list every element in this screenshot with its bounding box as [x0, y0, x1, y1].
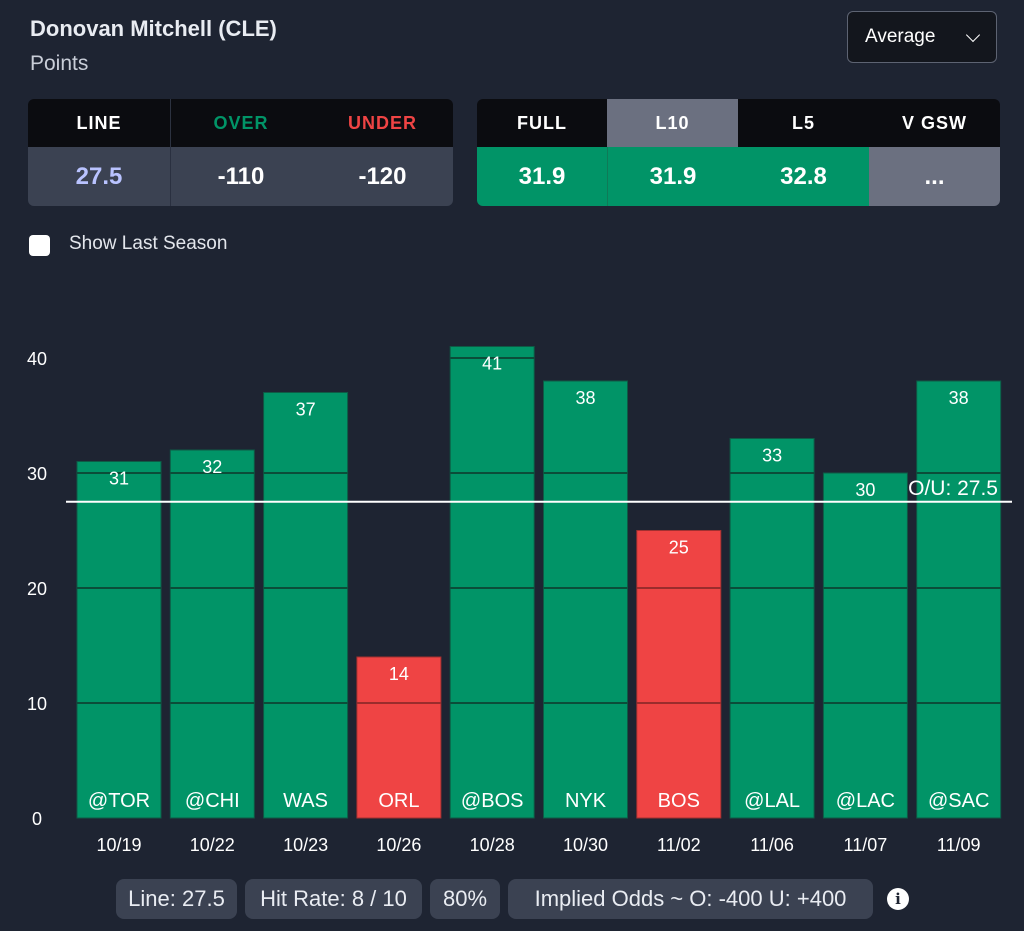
odds-value-row: 27.5 -110 -120	[28, 147, 453, 206]
bar-opponent-label: WAS	[283, 790, 328, 812]
bar	[636, 530, 722, 819]
bar	[729, 438, 815, 819]
footer-hit-pct: 80%	[430, 879, 500, 919]
bar-value-label: 31	[109, 469, 129, 489]
tab-l10[interactable]: L10	[607, 99, 738, 147]
bar-opponent-label: @LAC	[836, 790, 895, 812]
under-odds[interactable]: -120	[358, 162, 407, 190]
bar-opponent-label: @SAC	[928, 790, 989, 812]
bar	[916, 380, 1002, 819]
x-tick-label: 10/22	[190, 835, 235, 855]
bar-opponent-label: NYK	[565, 790, 607, 812]
x-tick-label: 10/28	[470, 835, 515, 855]
x-tick-label: 11/02	[657, 835, 701, 855]
tab-vs-opponent[interactable]: V GSW	[869, 99, 1000, 147]
x-tick-label: 11/06	[750, 835, 794, 855]
bar	[169, 449, 255, 819]
show-last-season-label: Show Last Season	[69, 233, 228, 254]
tab-full[interactable]: FULL	[477, 99, 607, 147]
bar-value-label: 14	[389, 664, 409, 684]
bar-opponent-label: ORL	[378, 790, 419, 812]
bar-value-label: 38	[575, 388, 595, 408]
bar	[76, 461, 162, 819]
line-value: 27.5	[75, 162, 123, 190]
avg-full: 31.9	[477, 147, 607, 206]
odds-header-line: LINE	[76, 112, 122, 133]
odds-header-over: OVER	[213, 112, 269, 133]
view-dropdown[interactable]: Average	[847, 11, 997, 63]
avg-l5: 32.8	[738, 147, 869, 206]
avg-vs-opponent: ...	[869, 147, 1000, 206]
bar-opponent-label: @TOR	[88, 790, 150, 812]
bar-opponent-label: @CHI	[185, 790, 240, 812]
x-tick-label: 10/30	[563, 835, 608, 855]
bar-value-label: 41	[482, 354, 502, 374]
tab-l5[interactable]: L5	[738, 99, 869, 147]
bar	[263, 392, 349, 819]
footer-implied-odds: Implied Odds ~ O: -400 U: +400	[508, 879, 873, 919]
y-tick-label: 30	[27, 464, 47, 484]
bar-value-label: 38	[949, 388, 969, 408]
show-last-season-checkbox[interactable]	[29, 235, 50, 256]
avg-l10: 31.9	[608, 147, 738, 206]
bar-value-label: 30	[855, 480, 875, 500]
footer-line: Line: 27.5	[116, 879, 237, 919]
odds-header-row: LINE OVER UNDER	[28, 99, 453, 147]
bar-value-label: 32	[202, 457, 222, 477]
x-tick-label: 11/09	[937, 835, 981, 855]
bar-opponent-label: @LAL	[744, 790, 800, 812]
bar	[822, 472, 908, 819]
footer-hit-rate: Hit Rate: 8 / 10	[245, 879, 422, 919]
chevron-down-icon	[965, 27, 981, 43]
averages-table: FULL L10 L5 V GSW 31.9 31.9 32.8 ...	[477, 99, 1000, 206]
bar	[356, 656, 442, 819]
bar-value-label: 33	[762, 446, 782, 466]
y-tick-label: 0	[32, 809, 42, 829]
odds-header-under: UNDER	[347, 112, 417, 133]
bar-opponent-label: BOS	[658, 790, 700, 812]
x-tick-label: 10/23	[283, 835, 328, 855]
over-odds[interactable]: -110	[217, 162, 265, 190]
x-tick-label: 10/19	[96, 835, 141, 855]
bar-opponent-label: @BOS	[461, 790, 524, 812]
points-bar-chart: 0 10 20 30 40 31 @TOR 10/19 32 @CHI 10/22 37 WAS 10/2…	[27, 346, 1012, 855]
info-icon[interactable]: i	[887, 888, 909, 910]
y-tick-label: 10	[27, 694, 47, 714]
bar-value-label: 25	[669, 538, 689, 558]
bar	[543, 380, 628, 819]
bar	[449, 346, 535, 819]
dropdown-value: Average	[865, 26, 936, 47]
y-tick-label: 20	[27, 579, 47, 599]
stat-name: Points	[30, 52, 89, 75]
ou-line-label: O/U: 27.5	[908, 477, 998, 500]
odds-table: LINE OVER UNDER 27.5 -110 -120	[28, 99, 453, 206]
y-tick-label: 40	[27, 349, 47, 369]
player-name: Donovan Mitchell (CLE)	[30, 16, 277, 41]
x-tick-label: 10/26	[376, 835, 421, 855]
bar-value-label: 37	[296, 400, 316, 420]
x-tick-label: 11/07	[844, 835, 888, 855]
